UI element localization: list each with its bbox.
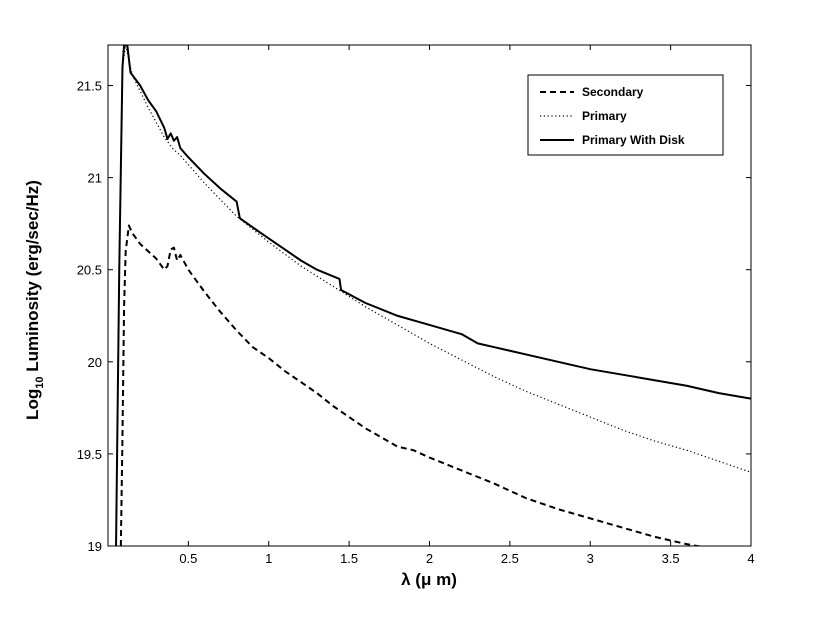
x-tick-label: 2 — [426, 551, 433, 566]
y-axis-title-rest: Luminosity (erg/sec/Hz) — [23, 180, 42, 376]
y-tick-label: 19.5 — [77, 447, 102, 462]
legend-label-secondary: Secondary — [582, 85, 644, 99]
x-tick-label: 1 — [265, 551, 272, 566]
series-line-primary-with-disk — [115, 45, 751, 546]
y-axis-title: Log10 Luminosity (erg/sec/Hz) — [23, 180, 46, 420]
y-tick-label: 19 — [88, 539, 102, 554]
series-line-secondary — [119, 224, 704, 546]
tick-layer: 0.5 1 1.5 2 2.5 3 3.5 4 19 19.5 20 20.5 21 21.5 — [77, 45, 755, 566]
y-tick-label: 21.5 — [77, 79, 102, 94]
legend-label-primary: Primary — [582, 109, 627, 123]
legend-box — [527, 74, 724, 156]
legend: Secondary Primary Primary With Disk — [527, 74, 724, 156]
x-tick-label: 4 — [747, 551, 754, 566]
y-axis-title-main: Log — [23, 389, 42, 420]
x-tick-label: 2.5 — [501, 551, 519, 566]
y-tick-label: 21 — [88, 171, 102, 186]
y-tick-label: 20.5 — [77, 263, 102, 278]
y-axis-title-subscript: 10 — [34, 377, 46, 389]
x-tick-label: 0.5 — [179, 551, 197, 566]
x-tick-label: 3 — [587, 551, 594, 566]
legend-label-primary-with-disk: Primary With Disk — [582, 133, 685, 147]
x-tick-label: 3.5 — [662, 551, 680, 566]
series-layer — [115, 45, 751, 546]
x-tick-label: 1.5 — [340, 551, 358, 566]
x-axis-title: λ (μ m) — [401, 570, 457, 589]
y-tick-label: 20 — [88, 355, 102, 370]
